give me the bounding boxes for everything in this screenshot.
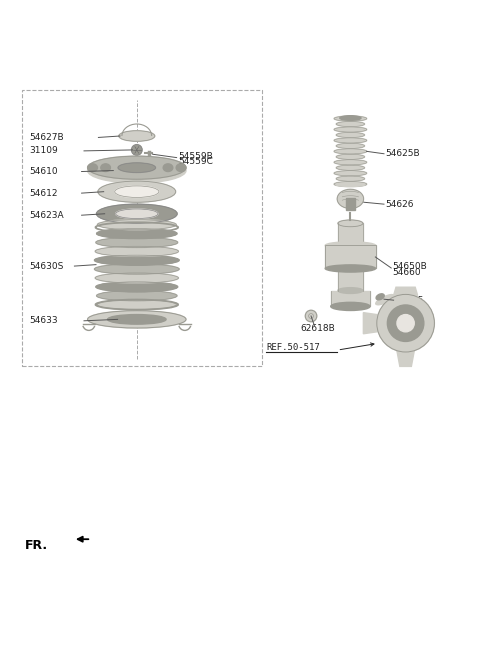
Circle shape (305, 310, 317, 321)
Text: 62618B: 62618B (300, 325, 335, 333)
Ellipse shape (115, 186, 159, 197)
Text: 54645: 54645 (395, 296, 423, 304)
Ellipse shape (334, 116, 367, 121)
Ellipse shape (336, 133, 365, 138)
Ellipse shape (118, 163, 156, 173)
Ellipse shape (336, 165, 365, 171)
Bar (325, 245, 375, 268)
Bar (338, 223, 363, 291)
Ellipse shape (334, 149, 367, 154)
Ellipse shape (338, 220, 363, 227)
Ellipse shape (96, 228, 177, 239)
Ellipse shape (331, 302, 370, 310)
Text: 54633: 54633 (29, 316, 58, 325)
Ellipse shape (97, 220, 176, 230)
Ellipse shape (96, 237, 178, 247)
Ellipse shape (95, 255, 179, 265)
Bar (346, 198, 355, 210)
Ellipse shape (98, 181, 176, 202)
Ellipse shape (337, 190, 364, 209)
Polygon shape (363, 313, 377, 334)
Ellipse shape (325, 242, 375, 249)
Ellipse shape (376, 295, 394, 305)
Ellipse shape (376, 294, 384, 300)
Ellipse shape (108, 315, 166, 324)
Ellipse shape (334, 138, 367, 143)
Ellipse shape (95, 264, 179, 274)
Ellipse shape (87, 156, 186, 179)
Text: 54559C: 54559C (178, 157, 213, 167)
Text: 54650B: 54650B (393, 262, 427, 271)
Ellipse shape (119, 131, 155, 141)
Circle shape (132, 144, 142, 155)
Ellipse shape (87, 158, 186, 183)
Ellipse shape (116, 209, 158, 218)
Text: FR.: FR. (25, 539, 48, 552)
Text: 54660: 54660 (393, 268, 421, 277)
Text: 54623A: 54623A (29, 211, 63, 220)
Polygon shape (394, 287, 418, 295)
Ellipse shape (96, 204, 177, 223)
Ellipse shape (95, 273, 179, 283)
Ellipse shape (336, 183, 365, 186)
Ellipse shape (336, 154, 365, 159)
Circle shape (397, 315, 414, 332)
Ellipse shape (88, 164, 97, 171)
Ellipse shape (334, 127, 367, 132)
Text: 54612: 54612 (29, 189, 57, 197)
Ellipse shape (336, 176, 365, 181)
Text: 54625B: 54625B (385, 150, 420, 158)
Ellipse shape (101, 164, 110, 171)
Text: 54630S: 54630S (29, 262, 63, 270)
Ellipse shape (325, 265, 375, 272)
Ellipse shape (97, 300, 176, 310)
Polygon shape (397, 351, 414, 367)
Text: 54626: 54626 (385, 199, 414, 209)
Text: 54627B: 54627B (29, 133, 63, 142)
Ellipse shape (336, 144, 365, 148)
Ellipse shape (340, 115, 361, 120)
Text: REF.50-517: REF.50-517 (266, 342, 320, 352)
Text: 31109: 31109 (29, 146, 58, 155)
Circle shape (387, 305, 424, 341)
Ellipse shape (334, 160, 367, 165)
Bar (331, 291, 370, 306)
Ellipse shape (334, 182, 367, 187)
Ellipse shape (96, 291, 177, 300)
Ellipse shape (336, 121, 365, 127)
Circle shape (377, 295, 434, 352)
Ellipse shape (163, 164, 173, 171)
Ellipse shape (96, 282, 178, 292)
Ellipse shape (87, 311, 186, 328)
Ellipse shape (176, 164, 186, 171)
Ellipse shape (338, 288, 363, 293)
Ellipse shape (334, 171, 367, 176)
Text: 54610: 54610 (29, 167, 58, 176)
Bar (325, 245, 375, 268)
Ellipse shape (95, 246, 179, 256)
Text: 54559B: 54559B (178, 152, 213, 161)
